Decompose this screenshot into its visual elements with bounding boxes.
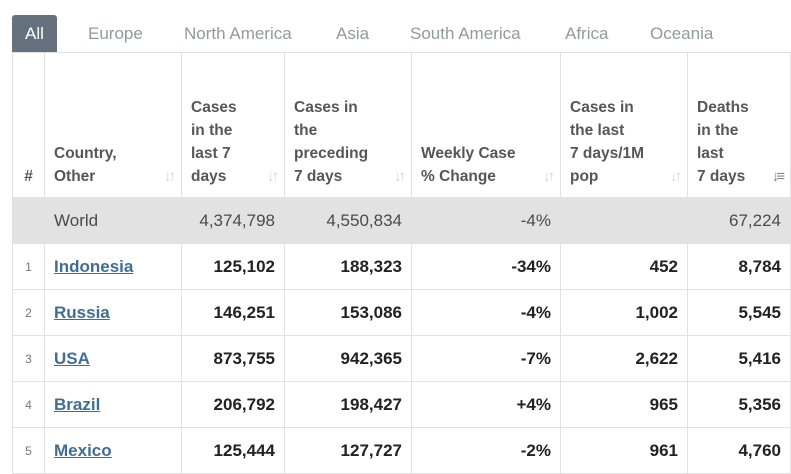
table-row: 4 Brazil 206,792 198,427 +4% 965 5,356 [12,381,791,428]
region-tabs: All Europe North America Asia South Amer… [12,15,791,53]
cases-7-cell: 125,444 [181,427,285,474]
header-cases-per-million[interactable]: Cases in the last 7 days/1M pop ↓↑ [560,52,688,198]
header-cases-preceding[interactable]: Cases in the preceding 7 days ↓↑ [284,52,412,198]
change-cell: -34% [411,243,561,290]
change-cell: -2% [411,427,561,474]
header-row: # Country, Other ↓↑ Cases in the last 7 day… [12,52,791,198]
country-cell: USA [44,335,182,382]
cases-prev-cell: 942,365 [284,335,412,382]
world-cases-7-cell: 4,374,798 [181,197,285,244]
cases-7-cell: 146,251 [181,289,285,336]
sort-icon[interactable]: ↓↑ [164,168,176,185]
tab-oceania[interactable]: Oceania [650,24,714,43]
deaths-7-cell: 8,784 [687,243,791,290]
deaths-7-cell: 4,760 [687,427,791,474]
world-deaths-7-cell: 67,224 [687,197,791,244]
row-index: 5 [12,427,45,474]
change-cell: -7% [411,335,561,382]
table-row: 1 Indonesia 125,102 188,323 -34% 452 8,7… [12,243,791,290]
sort-desc-icon[interactable]: ↓≡ [771,168,785,185]
cases-per-m-cell: 452 [560,243,688,290]
cases-per-m-cell: 965 [560,381,688,428]
cases-7-cell: 125,102 [181,243,285,290]
deaths-7-cell: 5,545 [687,289,791,336]
table-row: 2 Russia 146,251 153,086 -4% 1,002 5,545 [12,289,791,336]
tab-all[interactable]: All [12,15,57,52]
tab-africa[interactable]: Africa [565,24,609,43]
cases-prev-cell: 188,323 [284,243,412,290]
tab-north-america[interactable]: North America [184,24,292,43]
deaths-7-cell: 5,416 [687,335,791,382]
tab-south-america[interactable]: South America [410,24,521,43]
sort-icon[interactable]: ↓↑ [394,168,406,185]
sort-icon[interactable]: ↓↑ [670,168,682,185]
world-index-cell [12,197,45,244]
world-country-cell: World [44,197,182,244]
header-index: # [12,52,45,198]
cases-per-m-cell: 961 [560,427,688,474]
world-cases-per-m-cell [560,197,688,244]
cases-prev-cell: 198,427 [284,381,412,428]
row-index: 4 [12,381,45,428]
table-row: 3 USA 873,755 942,365 -7% 2,622 5,416 [12,335,791,382]
deaths-7-cell: 5,356 [687,381,791,428]
cases-prev-cell: 153,086 [284,289,412,336]
header-cases-7-days[interactable]: Cases in the last 7 days ↓↑ [181,52,285,198]
country-cell: Mexico [44,427,182,474]
country-link[interactable]: Mexico [54,440,112,460]
sort-icon[interactable]: ↓↑ [267,168,279,185]
header-weekly-change[interactable]: Weekly Case% Change ↓↑ [411,52,561,198]
country-link[interactable]: Brazil [54,394,101,414]
country-cell: Indonesia [44,243,182,290]
world-change-cell: -4% [411,197,561,244]
cases-7-cell: 873,755 [181,335,285,382]
change-cell: +4% [411,381,561,428]
cases-per-m-cell: 2,622 [560,335,688,382]
change-cell: -4% [411,289,561,336]
cases-7-cell: 206,792 [181,381,285,428]
country-link[interactable]: USA [54,348,90,368]
covid-weekly-table: # Country, Other ↓↑ Cases in the last 7 day… [12,52,791,474]
row-index: 2 [12,289,45,336]
cases-per-m-cell: 1,002 [560,289,688,336]
header-country[interactable]: Country, Other ↓↑ [44,52,182,198]
country-link[interactable]: Russia [54,302,110,322]
cases-prev-cell: 127,727 [284,427,412,474]
world-cases-prev-cell: 4,550,834 [284,197,412,244]
country-link[interactable]: Indonesia [54,256,134,276]
header-deaths-7-days[interactable]: Deaths in the last 7 days ↓≡ [687,52,791,198]
world-row: World 4,374,798 4,550,834 -4% 67,224 [12,197,791,244]
tab-europe[interactable]: Europe [88,24,143,43]
table-row: 5 Mexico 125,444 127,727 -2% 961 4,760 [12,427,791,474]
sort-icon[interactable]: ↓↑ [543,168,555,185]
row-index: 1 [12,243,45,290]
row-index: 3 [12,335,45,382]
country-cell: Russia [44,289,182,336]
tab-asia[interactable]: Asia [336,24,370,43]
country-cell: Brazil [44,381,182,428]
